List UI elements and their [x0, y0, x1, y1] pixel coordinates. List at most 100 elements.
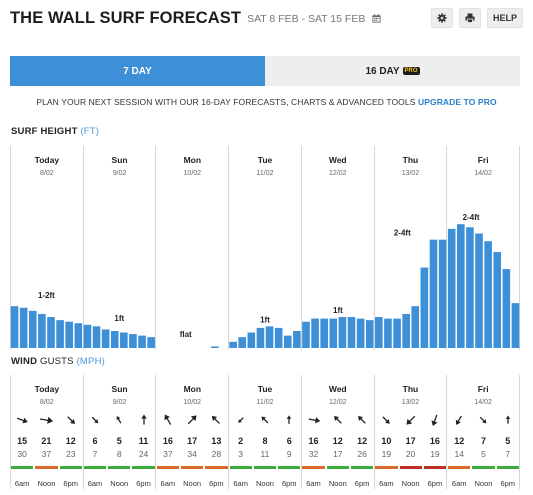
surf-bar — [402, 313, 410, 348]
wind-gust-value: 37 — [163, 449, 173, 459]
wind-day-column: Fri 14/02 — [447, 375, 521, 489]
surf-height-chart: 1-2ft 1ft flat 1ft 1ft 2-4ft 2-4ft — [10, 213, 520, 348]
help-button[interactable]: HELP — [487, 8, 523, 28]
wind-time-label: Noon — [110, 479, 129, 488]
wind-speed-value: 16 — [429, 436, 440, 446]
surf-bar — [356, 318, 365, 348]
forecast-date-range: SAT 8 FEB - SAT 15 FEB — [247, 13, 381, 25]
wind-arrow-icon — [212, 415, 221, 424]
wind-rating-cell — [107, 466, 131, 470]
surf-bar — [38, 313, 46, 348]
day-name: Mon — [183, 384, 202, 394]
calendar-icon[interactable] — [372, 14, 381, 23]
wind-rating-cell — [447, 466, 471, 470]
settings-button[interactable] — [431, 8, 453, 28]
print-button[interactable] — [459, 8, 481, 28]
wind-rating-cell — [277, 466, 301, 470]
day-name: Sun — [111, 155, 128, 165]
surf-day-label: 1-2ft — [38, 291, 55, 300]
wind-time-label: 6am — [14, 479, 30, 488]
surf-bar — [311, 318, 319, 348]
wind-gust-value: 24 — [138, 449, 149, 459]
wind-direction-cell — [34, 410, 58, 432]
wind-direction-cell — [156, 410, 180, 432]
wind-gust-value: 34 — [187, 449, 197, 459]
wind-rating-cell — [496, 466, 520, 470]
wind-direction-cell — [350, 410, 374, 432]
wind-rating-bar — [399, 466, 422, 469]
surf-bar — [502, 269, 511, 348]
surf-day-label: 1ft — [114, 314, 124, 323]
surf-day-label: 1ft — [260, 315, 270, 324]
wind-rating-bar — [83, 466, 107, 469]
wind-gust-value: 3 — [238, 449, 244, 459]
day-date: 13/02 — [401, 170, 420, 177]
wind-speed-value: 7 — [480, 436, 486, 446]
wind-direction-cell — [107, 410, 131, 432]
wind-gust-value: 7 — [505, 449, 511, 459]
wind-speed-value: 12 — [454, 436, 465, 446]
wind-rating-cell — [10, 466, 34, 470]
surf-day-column: Thu 13/02 — [375, 146, 448, 350]
wind-direction-cell — [253, 410, 277, 432]
surf-bar — [65, 321, 73, 348]
surf-bar — [338, 317, 347, 348]
wind-rating-bar — [302, 466, 325, 469]
surf-bar — [457, 224, 465, 348]
tab-16-day[interactable]: 16 DAY PRO — [265, 56, 520, 86]
wind-speed-value: 8 — [262, 436, 268, 446]
wind-rating-bar — [59, 466, 82, 469]
surf-bar — [466, 227, 474, 348]
wind-rating-bar — [229, 466, 252, 469]
wind-gust-value: 20 — [405, 449, 416, 459]
wind-speed-value: 16 — [162, 436, 173, 446]
wind-time-label: Noon — [255, 479, 274, 488]
wind-rating-cell — [423, 466, 447, 470]
surf-bar — [74, 323, 83, 348]
surf-bar — [211, 346, 219, 348]
wind-day-column: Wed 12/02 — [302, 375, 375, 489]
day-date: 14/02 — [474, 399, 492, 406]
wind-time-label: 6pm — [427, 479, 443, 488]
wind-gust-value: 14 — [454, 449, 464, 459]
wind-speed-value: 17 — [187, 436, 198, 446]
surf-bar — [19, 307, 28, 348]
day-name: Fri — [477, 155, 489, 165]
wind-direction-cell — [131, 410, 155, 432]
surf-bar — [120, 332, 128, 348]
surf-bar — [365, 320, 374, 348]
upgrade-link[interactable]: UPGRADE TO PRO — [417, 97, 497, 107]
surf-bar — [238, 337, 247, 348]
surf-bar — [420, 267, 429, 348]
tab-7-day[interactable]: 7 DAY — [10, 56, 265, 86]
wind-rating-bar — [472, 466, 495, 469]
wind-arrow-icon — [140, 414, 147, 425]
wind-time-label: 6am — [306, 479, 321, 488]
wind-day-column: Mon 10/02 — [156, 375, 230, 489]
wind-gust-value: 23 — [65, 449, 76, 459]
wind-rating-cell — [180, 466, 204, 470]
wind-speed-value: 11 — [138, 436, 149, 446]
day-date: 11/02 — [256, 170, 274, 177]
wind-direction-cell — [496, 410, 520, 432]
wind-speed-value: 10 — [381, 436, 392, 446]
day-date: 12/02 — [328, 399, 347, 406]
wind-direction-cell — [471, 410, 495, 432]
wind-speed-value: 6 — [286, 436, 292, 446]
wind-gust-value: 19 — [430, 449, 440, 459]
wind-speed-value: 12 — [332, 436, 343, 446]
surf-height-title: SURF HEIGHT — [11, 126, 78, 137]
wind-speed-value: 13 — [211, 436, 222, 446]
surf-bar — [493, 252, 502, 348]
wind-rating-cell — [83, 466, 107, 470]
day-date: 11/02 — [256, 399, 274, 406]
wind-gust-value: 28 — [211, 449, 222, 459]
wind-time-label: Noon — [37, 479, 56, 488]
wind-arrow-icon — [261, 416, 269, 424]
page-header: THE WALL SURF FORECAST SAT 8 FEB - SAT 1… — [10, 8, 523, 28]
wind-rating-bar — [350, 466, 374, 469]
wind-arrow-icon — [505, 415, 510, 424]
wind-rating-cell — [229, 466, 253, 470]
wind-rating-cell — [350, 466, 374, 470]
surf-bar — [447, 228, 456, 348]
